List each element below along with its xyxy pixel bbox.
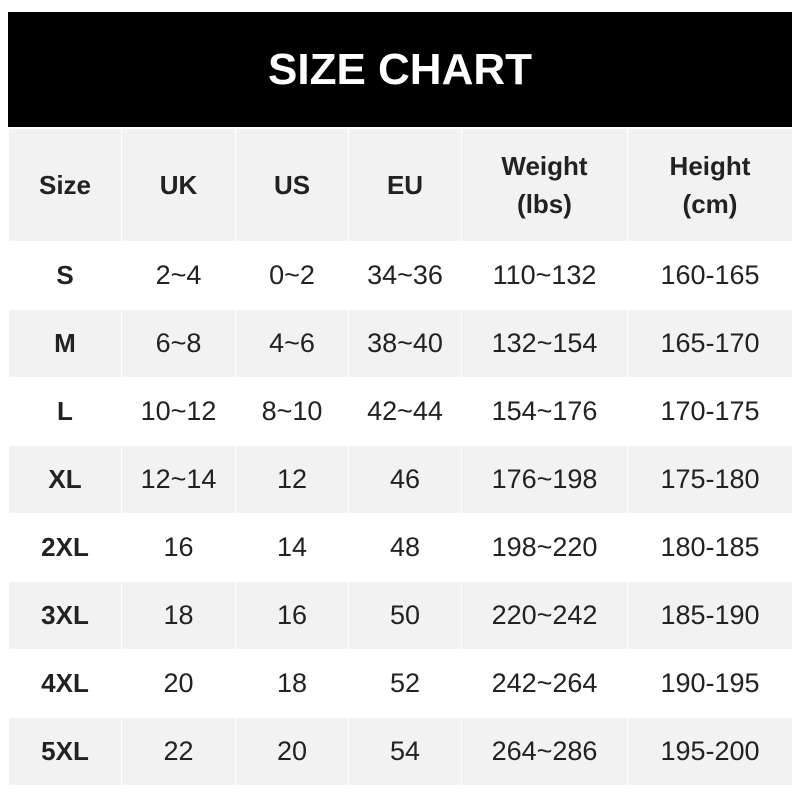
column-header-label: EU — [386, 170, 424, 200]
size-chart-title: SIZE CHART — [8, 12, 792, 127]
table-cell: 220~242 — [461, 581, 628, 650]
table-cell: 154~176 — [461, 377, 628, 446]
table-row: L 10~12 8~10 42~44 154~176 170-175 — [8, 377, 793, 446]
table-cell: 54 — [348, 717, 462, 786]
table-row: M 6~8 4~6 38~40 132~154 165-170 — [8, 309, 793, 378]
table-cell: 48 — [348, 513, 462, 582]
size-cell: 2XL — [8, 513, 122, 582]
size-cell: M — [8, 309, 122, 378]
size-cell: 3XL — [8, 581, 122, 650]
column-header: UK — [121, 128, 236, 242]
table-cell: 185-190 — [627, 581, 793, 650]
table-cell: 16 — [121, 513, 236, 582]
table-row: 4XL 20 18 52 242~264 190-195 — [8, 649, 793, 718]
table-cell: 0~2 — [235, 241, 349, 310]
table-cell: 160-165 — [627, 241, 793, 310]
column-header: EU — [348, 128, 462, 242]
table-cell: 175-180 — [627, 445, 793, 514]
table-cell: 176~198 — [461, 445, 628, 514]
column-header-label: UK — [159, 170, 198, 200]
table-row: 5XL 22 20 54 264~286 195-200 — [8, 717, 793, 786]
table-cell: 4~6 — [235, 309, 349, 378]
table-row: 2XL 16 14 48 198~220 180-185 — [8, 513, 793, 582]
size-cell: S — [8, 241, 122, 310]
size-cell: 4XL — [8, 649, 122, 718]
table-cell: 50 — [348, 581, 462, 650]
table-cell: 110~132 — [461, 241, 628, 310]
table-cell: 195-200 — [627, 717, 793, 786]
size-cell: L — [8, 377, 122, 446]
column-header-unit: (cm) — [682, 189, 738, 219]
column-header: Weight (lbs) — [461, 128, 628, 242]
table-cell: 180-185 — [627, 513, 793, 582]
column-header-label: Size — [38, 170, 92, 200]
header-row: Size UK US EU Weight (lbs) Height (cm) — [8, 128, 793, 242]
table-cell: 18 — [235, 649, 349, 718]
table-cell: 52 — [348, 649, 462, 718]
size-chart-table: Size UK US EU Weight (lbs) Height (cm) S 2~4 0~2 3… — [8, 128, 793, 786]
table-cell: 20 — [235, 717, 349, 786]
table-cell: 170-175 — [627, 377, 793, 446]
table-cell: 34~36 — [348, 241, 462, 310]
table-cell: 16 — [235, 581, 349, 650]
column-header: US — [235, 128, 349, 242]
table-cell: 12 — [235, 445, 349, 514]
table-cell: 6~8 — [121, 309, 236, 378]
size-cell: XL — [8, 445, 122, 514]
table-cell: 190-195 — [627, 649, 793, 718]
table-cell: 38~40 — [348, 309, 462, 378]
table-cell: 14 — [235, 513, 349, 582]
table-cell: 10~12 — [121, 377, 236, 446]
table-cell: 165-170 — [627, 309, 793, 378]
table-cell: 42~44 — [348, 377, 462, 446]
table-row: 3XL 18 16 50 220~242 185-190 — [8, 581, 793, 650]
column-header-label: Height — [669, 151, 751, 181]
table-cell: 2~4 — [121, 241, 236, 310]
table-cell: 18 — [121, 581, 236, 650]
table-cell: 8~10 — [235, 377, 349, 446]
column-header: Height (cm) — [627, 128, 793, 242]
table-cell: 264~286 — [461, 717, 628, 786]
table-cell: 132~154 — [461, 309, 628, 378]
table-cell: 12~14 — [121, 445, 236, 514]
table-cell: 242~264 — [461, 649, 628, 718]
table-cell: 46 — [348, 445, 462, 514]
table-cell: 22 — [121, 717, 236, 786]
size-cell: 5XL — [8, 717, 122, 786]
table-cell: 198~220 — [461, 513, 628, 582]
column-header-label: US — [273, 170, 311, 200]
column-header-unit: (lbs) — [517, 189, 572, 219]
table-row: XL 12~14 12 46 176~198 175-180 — [8, 445, 793, 514]
column-header-label: Weight — [501, 151, 588, 181]
table-cell: 20 — [121, 649, 236, 718]
table-row: S 2~4 0~2 34~36 110~132 160-165 — [8, 241, 793, 310]
column-header: Size — [8, 128, 122, 242]
